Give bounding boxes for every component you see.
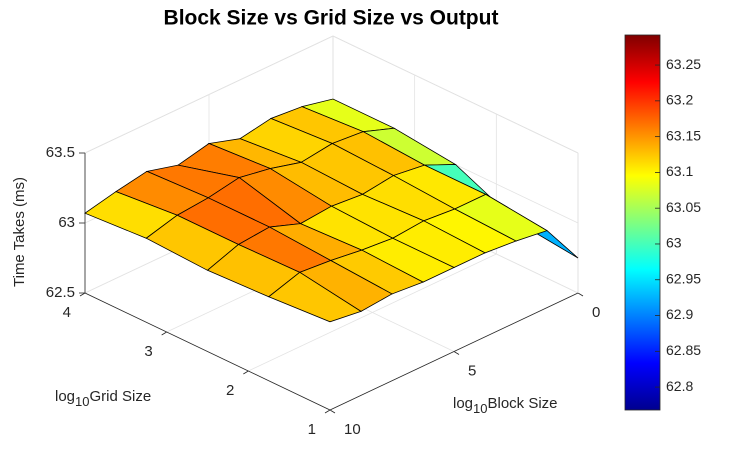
tick-mark [453, 351, 460, 355]
label-part: Grid Size [90, 388, 152, 405]
x-axis-line [329, 292, 579, 411]
surface [84, 98, 579, 323]
x-tick-label: 0 [592, 304, 600, 321]
y-axis-line [84, 292, 331, 411]
colorbar-tick-label: 62.95 [666, 270, 701, 286]
z-tick-label: 63.5 [46, 144, 75, 161]
colorbar-tick-label: 63.2 [666, 92, 693, 108]
x-tick-label: 10 [344, 421, 361, 438]
chart-title: Block Size vs Grid Size vs Output [164, 7, 499, 30]
axis-labels: 62.5 63 63.5 0 5 10 1 2 3 4 [46, 144, 601, 438]
colorbar-scale [624, 34, 661, 411]
grid-line [332, 35, 579, 154]
z-tick-label: 62.5 [46, 284, 75, 301]
y-tick-label: 2 [226, 382, 234, 399]
colorbar-tick-label: 63.1 [666, 163, 693, 179]
y-tick-label: 1 [308, 421, 316, 438]
colorbar-tick-label: 63.15 [666, 127, 701, 143]
label-part: 10 [473, 401, 487, 416]
z-axis-label: Time Takes (ms) [11, 177, 28, 287]
y-axis-label: log10Grid Size [55, 388, 151, 409]
y-tick-label: 4 [63, 304, 71, 321]
colorbar-tick-label: 63.25 [666, 56, 701, 72]
label-part: log [55, 388, 75, 405]
colorbar-tick-label: 62.9 [666, 306, 693, 322]
colorbar-tick-label: 62.85 [666, 342, 701, 358]
x-axis-label: log10Block Size [453, 395, 558, 416]
x-tick-label: 5 [468, 362, 476, 379]
tick-mark [324, 409, 331, 414]
label-part: log [453, 395, 473, 412]
colorbar-tick-label: 63 [666, 235, 682, 251]
tick-mark [329, 409, 336, 414]
colorbar: 62.8 62.85 62.9 62.95 63 63.05 63.1 63.15 63.2 63… [624, 34, 701, 411]
colorbar-tick-label: 62.8 [666, 378, 693, 394]
grid-line [248, 253, 497, 372]
z-tick-label: 63 [58, 214, 75, 231]
tick-mark [243, 370, 249, 375]
tick-mark [577, 292, 584, 297]
tick-mark [79, 292, 86, 297]
label-part: 10 [75, 394, 89, 409]
y-tick-label: 3 [144, 343, 152, 360]
colorbar-tick-label: 63.05 [666, 199, 701, 215]
surface-face [267, 271, 362, 323]
label-part: Block Size [488, 395, 558, 412]
tick-mark [161, 331, 167, 336]
